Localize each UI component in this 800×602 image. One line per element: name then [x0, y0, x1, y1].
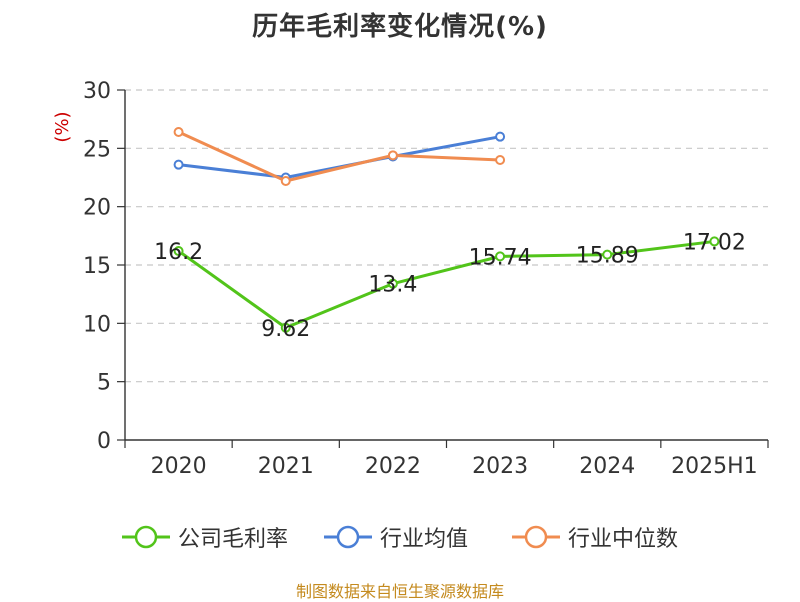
legend-circle: [134, 525, 158, 549]
y-tick-label: 25: [83, 137, 111, 162]
data-label: 9.62: [261, 317, 310, 342]
y-axis-label: (%): [52, 111, 73, 142]
series-line-0: [177, 239, 715, 330]
grid-lines: [125, 89, 768, 383]
data-point: [173, 127, 184, 137]
legend-marker-icon: [324, 525, 372, 549]
data-point: [602, 249, 613, 260]
data-point: [280, 176, 291, 186]
y-tick-label: 30: [83, 79, 111, 104]
data-point: [495, 251, 506, 262]
data-label: 13.4: [368, 273, 417, 298]
data-label: 16.2: [154, 240, 203, 265]
legend-marker-icon: [512, 525, 560, 549]
legend: 公司毛利率 行业均值 行业中位数: [0, 519, 800, 555]
x-tick-label: 2024: [579, 454, 635, 479]
data-point: [495, 155, 506, 165]
chart-title: 历年毛利率变化情况(%): [252, 12, 548, 42]
y-tick-label: 0: [97, 429, 111, 454]
y-tick-label: 10: [83, 312, 111, 337]
x-tick-label: 2022: [365, 454, 421, 479]
series-lines: [173, 127, 720, 333]
data-label: 17.02: [683, 230, 746, 255]
x-tick-label: 2021: [258, 454, 314, 479]
legend-marker-icon: [122, 525, 170, 549]
data-point: [173, 246, 184, 256]
x-tick-label: 2020: [151, 454, 207, 479]
y-tick-label: 15: [83, 254, 111, 279]
x-tick-label: 2025H1: [671, 454, 758, 479]
y-tick-label: 5: [97, 371, 111, 396]
legend-circle: [524, 525, 548, 549]
x-tick-label: 2023: [472, 454, 528, 479]
legend-label: 公司毛利率: [178, 527, 289, 552]
data-point: [173, 159, 184, 170]
source-note: 制图数据来自恒生聚源数据库: [295, 582, 504, 601]
data-point: [495, 131, 506, 142]
data-point: [387, 278, 398, 289]
legend-label: 行业均值: [380, 527, 469, 552]
line-chart: 0 5 10 15 20 25 30 2020 2021 2022 2023 2024 2025H1 (%…: [52, 79, 769, 479]
legend-circle: [336, 525, 360, 549]
legend-item-1[interactable]: 行业均值: [322, 519, 468, 555]
data-point: [280, 322, 291, 333]
axes: 0 5 10 15 20 25 30 2020 2021 2022 2023 2024 2025H1 (%…: [52, 79, 769, 479]
data-label: 15.74: [469, 245, 532, 270]
y-tick-label: 20: [83, 196, 111, 221]
data-point: [709, 236, 720, 247]
legend-item-2[interactable]: 行业中位数: [510, 519, 678, 555]
legend-item-0[interactable]: 公司毛利率: [120, 519, 288, 555]
data-label: 15.89: [576, 244, 639, 269]
legend-label: 行业中位数: [568, 527, 679, 552]
data-labels: 16.2 9.62 13.4 15.74 15.89 17.02: [154, 230, 746, 341]
data-point: [387, 150, 398, 161]
series-line-2: [177, 130, 501, 183]
